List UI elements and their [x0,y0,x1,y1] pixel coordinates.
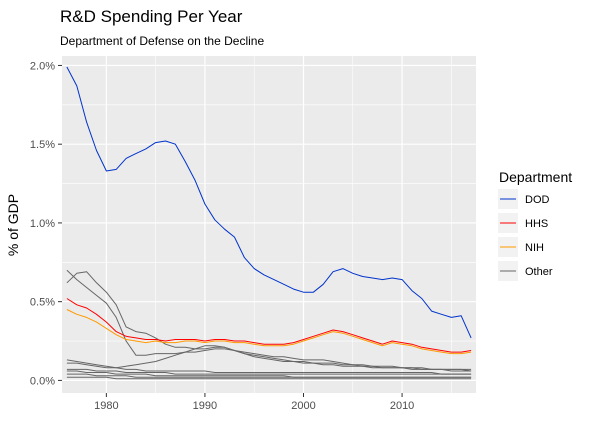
series-line-other [66,376,472,380]
series-line-nih [66,309,472,355]
y-tick-label: 0.5% [30,297,55,309]
legend: Department DOD HHS NIH Other [498,169,572,281]
series-line-other [66,368,472,375]
series-line-dod [66,66,472,339]
series-line-other [66,359,472,375]
chart-subtitle: Department of Defense on the Decline [60,34,264,48]
chart-title: R&D Spending Per Year [60,7,243,26]
series-line-other [66,373,472,378]
y-tick-label: 2.0% [30,60,55,72]
x-tick-label: 2010 [390,400,414,412]
panel-background [62,56,476,393]
y-tick-label: 1.0% [30,218,55,230]
x-tick-label: 1980 [94,400,118,412]
x-axis: 1980 1990 2000 2010 [94,393,414,412]
legend-title: Department [499,169,572,185]
legend-label-nih: NIH [525,242,544,254]
y-axis-title: % of GDP [5,194,21,256]
y-tick-label: 1.5% [30,139,55,151]
legend-label-hhs: HHS [525,218,548,230]
series-line-hhs [66,298,472,353]
plot-panel [62,56,476,393]
x-tick-label: 1990 [193,400,217,412]
grid [62,56,476,393]
y-tick-label: 0.0% [30,375,55,387]
series-lines [66,66,472,380]
legend-label-dod: DOD [525,194,550,206]
legend-label-other: Other [525,266,553,278]
series-line-other [66,345,472,370]
x-tick-label: 2000 [291,400,315,412]
y-axis: 0.0% 0.5% 1.0% 1.5% 2.0% [30,60,62,387]
